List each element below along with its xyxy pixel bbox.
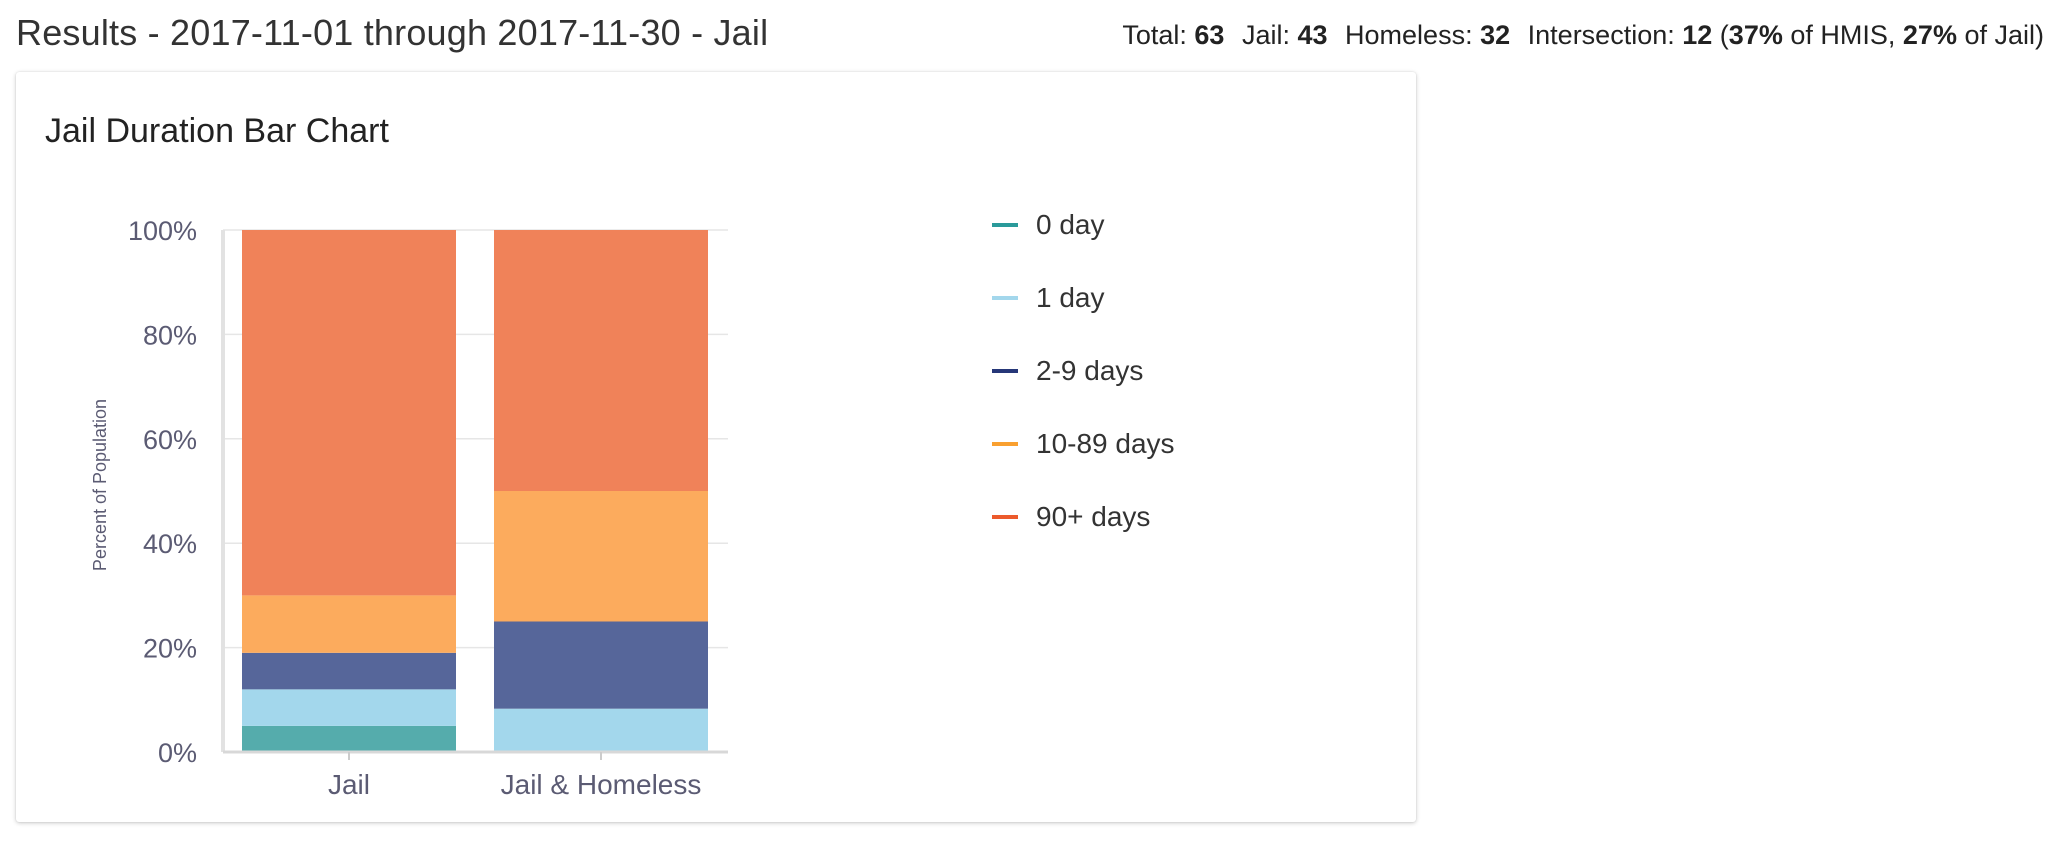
intersection-label: Intersection: <box>1527 20 1675 50</box>
legend-swatch <box>992 223 1018 227</box>
jail-text: of Jail) <box>1964 20 2044 50</box>
hmis-percent: 37% <box>1728 20 1783 50</box>
total-value: 63 <box>1194 20 1225 50</box>
chart-card: Jail Duration Bar Chart 0% 20% 40% 60% 80% 10… <box>16 72 1416 822</box>
homeless-label: Homeless: <box>1345 20 1473 50</box>
legend-label: 0 day <box>1036 209 1105 240</box>
legend-label: 1 day <box>1036 282 1105 313</box>
jail-label: Jail: <box>1241 20 1290 50</box>
bar-jail-homeless-1-day <box>494 708 708 752</box>
legend-swatch <box>992 515 1018 519</box>
jail-percent: 27% <box>1902 20 1957 50</box>
y-tick-label: 20% <box>143 634 197 664</box>
x-tick-label: Jail <box>328 769 370 800</box>
summary-stats: Total: 63 Jail: 43 Homeless: 32 Intersec… <box>1122 20 2044 50</box>
jail-value: 43 <box>1297 20 1328 50</box>
intersection-value: 12 <box>1682 20 1713 50</box>
legend-item[interactable]: 90+ days <box>992 497 1312 570</box>
hmis-text: of HMIS, <box>1790 20 1896 50</box>
legend-item[interactable]: 2-9 days <box>992 351 1312 424</box>
chart-legend: 0 day 1 day 2-9 days 10-89 days 90+ days <box>992 205 1312 570</box>
bar-jail-0-day <box>242 725 456 752</box>
y-tick-label: 40% <box>143 529 197 559</box>
chart-title: Jail Duration Bar Chart <box>45 112 389 150</box>
legend-label: 2-9 days <box>1036 355 1144 386</box>
legend-swatch <box>992 442 1018 446</box>
legend-swatch <box>992 296 1018 300</box>
results-title: Results - 2017-11-01 through 2017-11-30 … <box>16 12 769 53</box>
legend-label: 90+ days <box>1036 501 1151 532</box>
y-tick-label: 100% <box>128 216 197 246</box>
total-label: Total: <box>1122 20 1187 50</box>
bar-jail-90-days <box>242 230 456 596</box>
y-tick-label: 0% <box>158 738 197 768</box>
legend-item[interactable]: 0 day <box>992 205 1312 278</box>
bar-jail-homeless-90-days <box>494 230 708 491</box>
bar-jail-homeless-2-9-days <box>494 621 708 709</box>
y-tick-label: 60% <box>143 425 197 455</box>
bar-jail-10-89-days <box>242 595 456 653</box>
page-header: Results - 2017-11-01 through 2017-11-30 … <box>0 0 2056 60</box>
y-axis-label: Percent of Population <box>90 399 110 571</box>
homeless-value: 32 <box>1480 20 1511 50</box>
bar-chart: 0% 20% 40% 60% 80% 100% Jail Jail & Homeless Per… <box>90 216 728 800</box>
y-tick-label: 80% <box>143 320 197 350</box>
legend-item[interactable]: 1 day <box>992 278 1312 351</box>
bar-jail-1-day <box>242 689 456 726</box>
legend-swatch <box>992 369 1018 373</box>
legend-item[interactable]: 10-89 days <box>992 424 1312 497</box>
bar-jail-homeless-10-89-days <box>494 491 708 622</box>
x-tick-label: Jail & Homeless <box>501 769 702 800</box>
bar-jail-2-9-days <box>242 652 456 690</box>
legend-label: 10-89 days <box>1036 428 1175 459</box>
